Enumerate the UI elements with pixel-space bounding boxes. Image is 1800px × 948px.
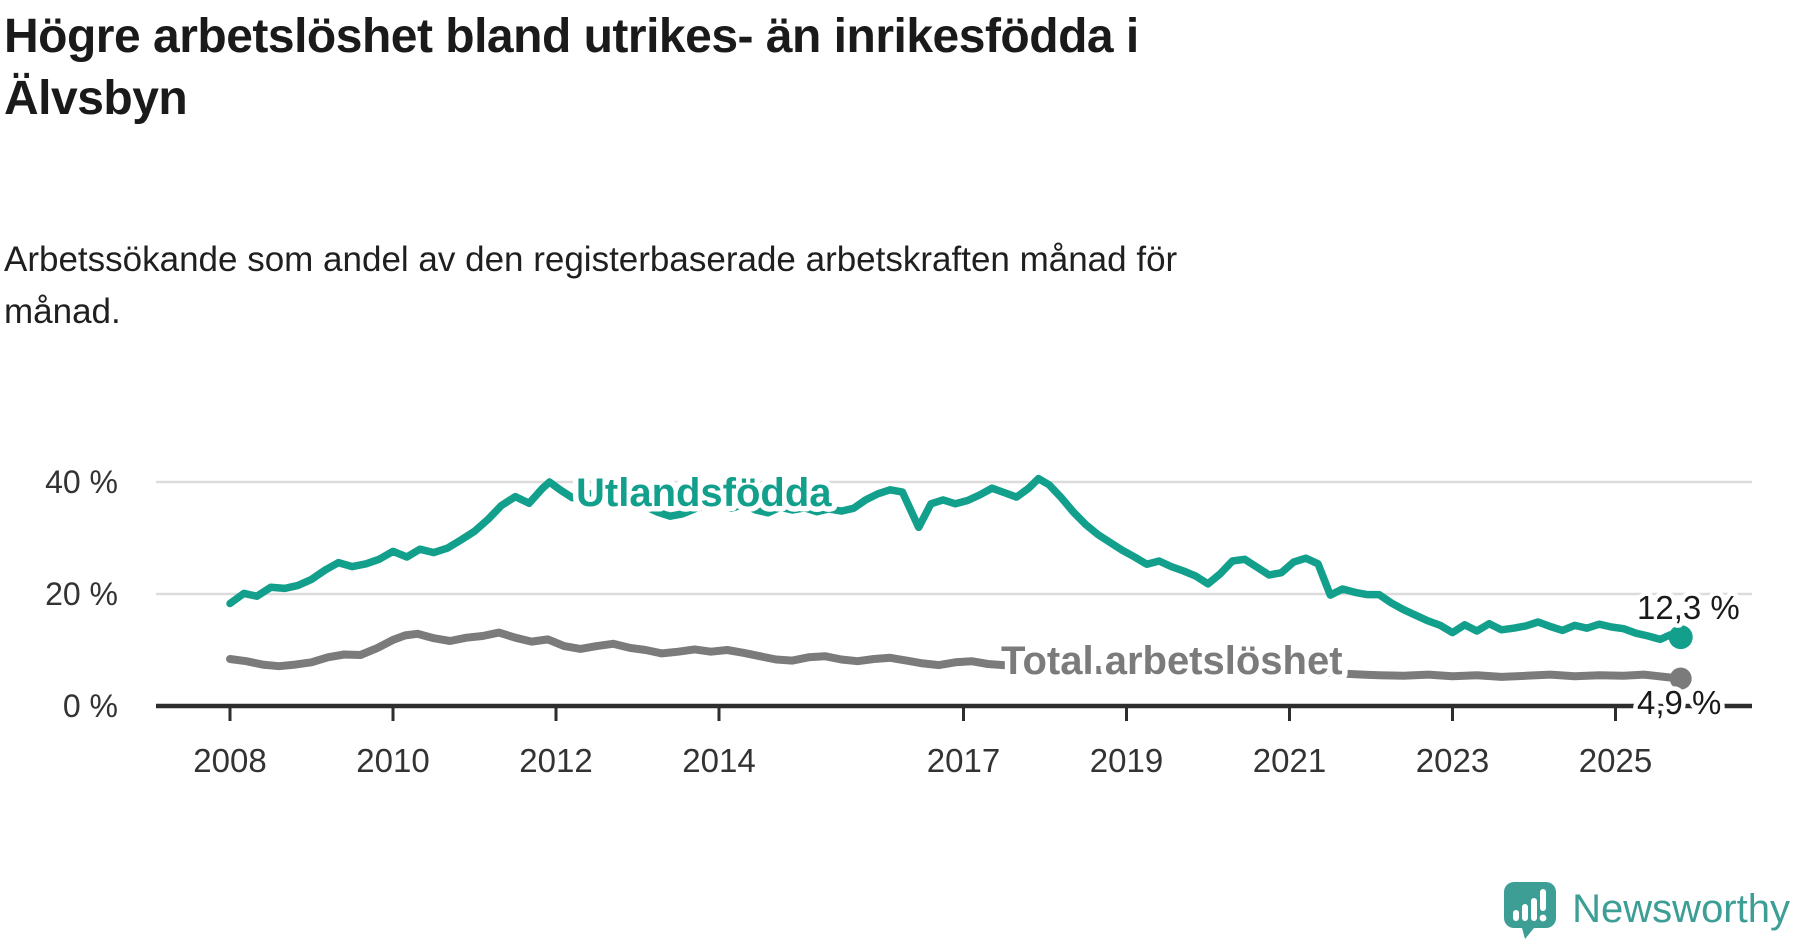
- x-axis-tick-label: 2014: [682, 742, 755, 779]
- x-axis-tick-label: 2008: [193, 742, 266, 779]
- chart-subtitle: Arbetssökande som andel av den registerb…: [4, 234, 1177, 338]
- series-end-dot-utlandsfodda: [1668, 625, 1693, 650]
- newsworthy-logo-text: Newsworthy: [1572, 886, 1790, 931]
- chart-title-line-2: Älvsbyn: [4, 72, 188, 125]
- end-value-label-utlandsfodda: 12,3 %: [1637, 589, 1740, 626]
- series-line-utlandsfodda: [226, 474, 1685, 644]
- x-axis-tick-label: 2025: [1579, 742, 1652, 779]
- x-axis-tick-label: 2012: [519, 742, 592, 779]
- series-label-total-arbetsloshet: Total arbetslöshet: [1001, 639, 1343, 683]
- end-value-label-total-arbetsloshet: 4,9 %: [1637, 684, 1721, 721]
- newsworthy-branding: Newsworthy: [1502, 878, 1790, 940]
- y-axis-tick-label: 0 %: [63, 688, 118, 724]
- chart-subtitle-line-1: Arbetssökande som andel av den registerb…: [4, 240, 1178, 279]
- chart-title: Högre arbetslöshet bland utrikes- än inr…: [4, 6, 1139, 130]
- x-axis-tick-label: 2010: [356, 742, 429, 779]
- x-axis-tick-label: 2017: [927, 742, 1000, 779]
- y-axis-tick-label: 40 %: [45, 464, 118, 500]
- x-axis-tick-label: 2023: [1416, 742, 1489, 779]
- chart-title-line-1: Högre arbetslöshet bland utrikes- än inr…: [4, 10, 1139, 63]
- chart-subtitle-line-2: månad.: [4, 292, 121, 331]
- x-axis-tick-label: 2021: [1253, 742, 1326, 779]
- series-line-total-arbetsloshet: [226, 628, 1685, 683]
- unemployment-line-chart: 0 % 20 % 40 % 2008 2010 2012 2014 2017 2019 2021 2…: [45, 464, 1752, 779]
- series-end-dot-total-arbetsloshet: [1669, 667, 1692, 690]
- y-axis-tick-label: 20 %: [45, 576, 118, 612]
- series-label-utlandsfodda: Utlandsfödda: [576, 471, 832, 515]
- x-axis-tick-label: 2019: [1090, 742, 1163, 779]
- newsworthy-logo-icon: [1504, 882, 1557, 939]
